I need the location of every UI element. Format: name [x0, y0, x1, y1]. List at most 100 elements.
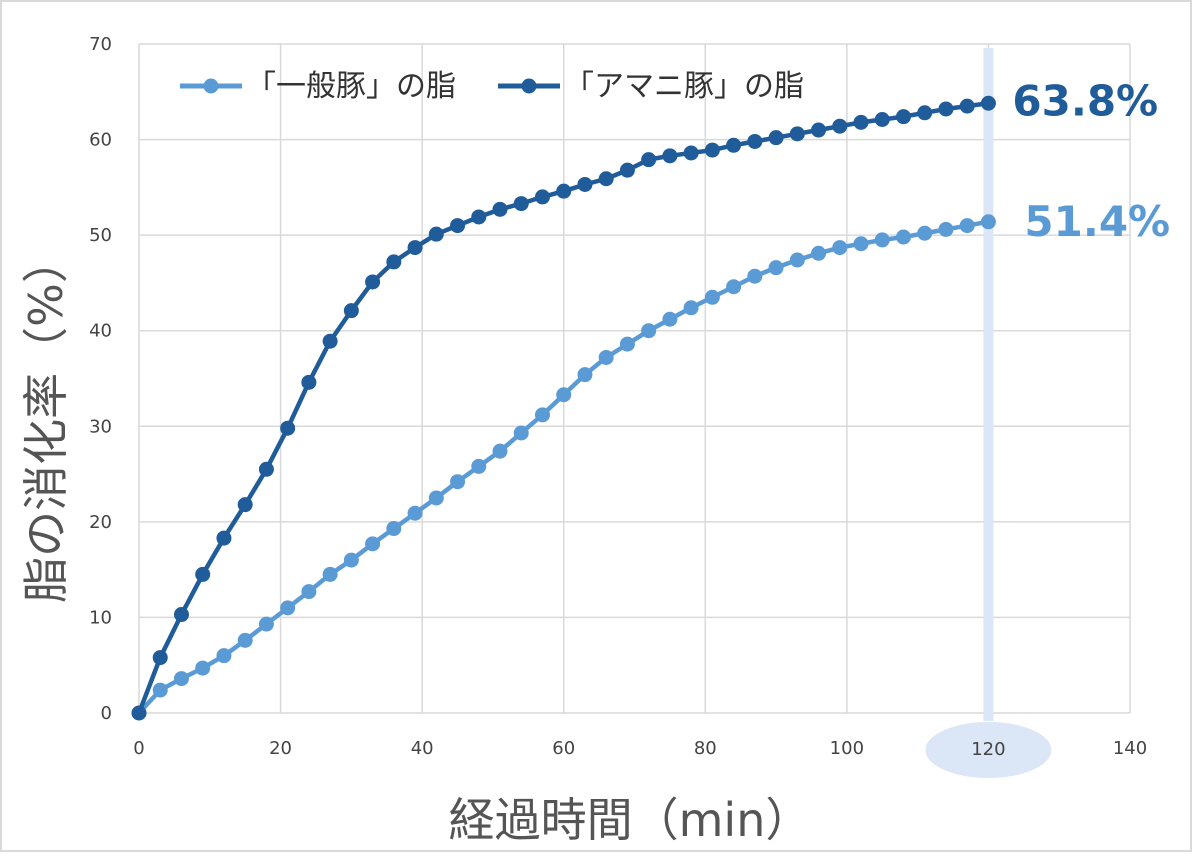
data-point — [237, 632, 253, 648]
data-point — [917, 225, 933, 241]
legend-label: 「アマニ豚」の脂 — [564, 69, 804, 104]
data-point — [577, 176, 593, 192]
data-point — [641, 152, 657, 168]
data-point — [641, 323, 657, 339]
data-point — [365, 536, 381, 552]
data-point — [513, 425, 529, 441]
data-point — [598, 171, 614, 187]
legend-swatch-marker — [203, 78, 219, 94]
data-point — [492, 201, 508, 217]
data-point — [789, 126, 805, 142]
data-point — [853, 114, 869, 130]
data-point — [811, 245, 827, 261]
data-point — [598, 349, 614, 365]
highlight-layer — [925, 48, 1052, 778]
data-point — [216, 530, 232, 546]
y-tick-label: 30 — [89, 416, 112, 437]
data-point — [173, 671, 189, 687]
data-point — [301, 374, 317, 390]
data-point — [917, 105, 933, 121]
highlight-bar — [983, 48, 994, 721]
data-point — [747, 268, 763, 284]
data-point — [556, 387, 572, 403]
data-point — [556, 183, 572, 199]
data-point — [874, 232, 890, 248]
data-point — [768, 130, 784, 146]
data-point — [832, 118, 848, 134]
data-point — [683, 145, 699, 161]
data-point — [216, 648, 232, 664]
data-point — [726, 137, 742, 153]
data-point — [471, 209, 487, 225]
data-point — [492, 443, 508, 459]
highlight-ellipse — [925, 722, 1052, 778]
data-point — [343, 303, 359, 319]
data-point — [534, 407, 550, 423]
data-point — [768, 260, 784, 276]
data-point — [365, 274, 381, 290]
x-tick-label: 140 — [1113, 738, 1147, 759]
data-point — [704, 142, 720, 158]
data-point — [322, 333, 338, 349]
legend: 「一般豚」の脂 「アマニ豚」の脂 — [180, 69, 804, 104]
data-point — [959, 98, 975, 114]
y-tick-label: 40 — [89, 321, 112, 342]
data-point — [131, 705, 147, 721]
data-point — [258, 461, 274, 477]
data-point — [450, 218, 466, 234]
data-point — [386, 521, 402, 537]
y-tick-label: 70 — [89, 34, 112, 55]
y-axis-ticks: 0 10 20 30 40 50 60 70 — [89, 34, 112, 724]
data-point — [811, 122, 827, 138]
data-point — [258, 616, 274, 632]
data-point — [895, 109, 911, 125]
data-point — [619, 336, 635, 352]
series-layer: 51.4% 63.8% — [131, 76, 1170, 721]
data-point — [407, 505, 423, 521]
data-point — [980, 95, 996, 111]
data-point — [959, 218, 975, 234]
data-point — [832, 240, 848, 256]
x-tick-label-highlight: 120 — [971, 739, 1005, 760]
data-point — [152, 650, 168, 666]
data-point — [577, 367, 593, 383]
legend-label: 「一般豚」の脂 — [246, 69, 456, 104]
data-point — [704, 289, 720, 305]
data-point — [895, 229, 911, 245]
data-point — [747, 133, 763, 149]
y-tick-label: 60 — [89, 130, 112, 151]
data-point — [195, 566, 211, 582]
data-point — [322, 566, 338, 582]
data-point — [938, 221, 954, 237]
x-tick-label: 100 — [830, 738, 864, 759]
data-point — [726, 279, 742, 295]
y-axis-label: 脂の消化率（%） — [19, 237, 73, 603]
data-point — [534, 189, 550, 205]
data-point — [386, 254, 402, 270]
y-tick-label: 50 — [89, 225, 112, 246]
x-axis-label: 経過時間（min） — [449, 793, 812, 847]
data-point — [853, 236, 869, 252]
data-point — [662, 311, 678, 327]
legend-swatch-marker — [521, 78, 537, 94]
x-tick-label: 40 — [411, 738, 434, 759]
data-point — [428, 490, 444, 506]
data-point — [237, 497, 253, 513]
data-point — [980, 214, 996, 230]
y-tick-label: 10 — [89, 607, 112, 628]
x-axis-ticks: 0 20 40 60 80 100 140 120 — [133, 738, 1147, 760]
series-end-label: 63.8% — [1012, 76, 1158, 125]
data-point — [173, 607, 189, 623]
data-point — [938, 101, 954, 117]
data-point — [789, 252, 805, 268]
data-point — [301, 584, 317, 600]
data-point — [513, 196, 529, 212]
x-tick-label: 60 — [552, 738, 575, 759]
x-tick-label: 0 — [133, 738, 144, 759]
data-point — [280, 600, 296, 616]
data-point — [619, 162, 635, 178]
data-point — [195, 660, 211, 676]
data-point — [152, 682, 168, 698]
data-point — [662, 148, 678, 164]
